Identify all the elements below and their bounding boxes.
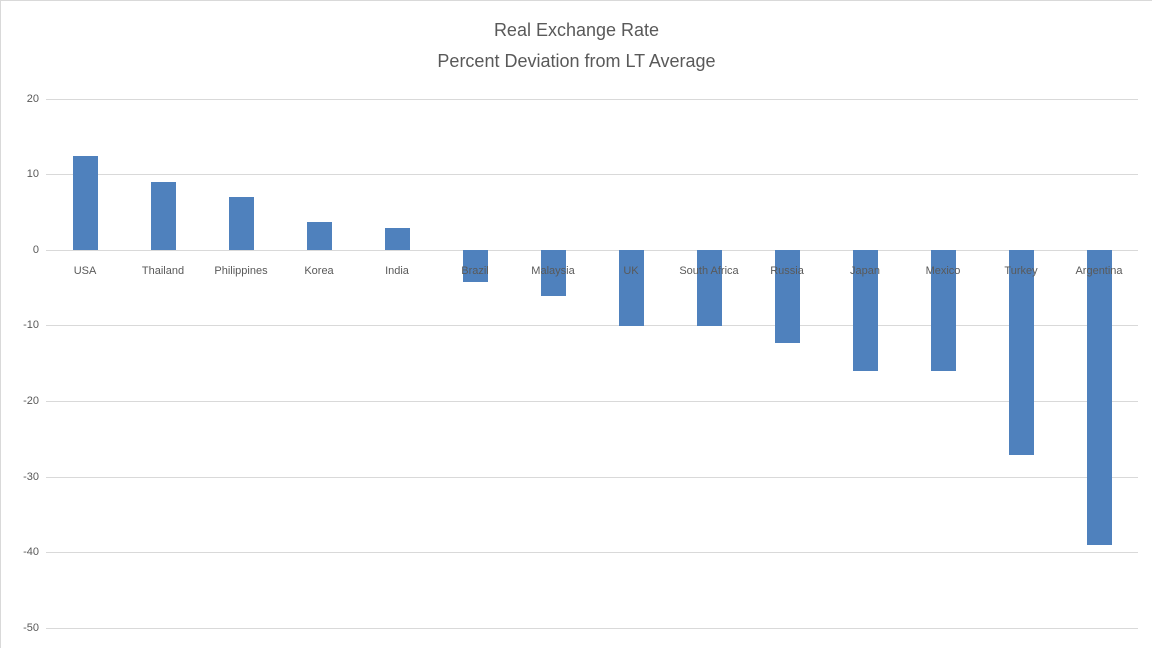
bar-thailand [150, 182, 176, 251]
x-category-label: Argentina [1075, 265, 1123, 278]
bar-south-africa [696, 250, 722, 326]
x-category-label: Thailand [141, 265, 185, 278]
x-category-label: Mexico [925, 265, 961, 278]
bar-india [384, 227, 410, 251]
gridline [46, 249, 1138, 251]
chart-title-line2: Percent Deviation from LT Average [437, 51, 716, 71]
y-tick-label: 0 [32, 243, 39, 256]
bar-argentina [1086, 250, 1112, 546]
x-category-label: Japan [850, 265, 880, 278]
bar-mexico [930, 250, 956, 372]
y-tick-label: 10 [26, 168, 39, 181]
y-tick-label: -30 [23, 470, 39, 483]
x-category-label: Philippines [214, 265, 268, 278]
x-category-label: Malaysia [531, 265, 575, 278]
x-category-label: Korea [304, 265, 334, 278]
bar-japan [852, 250, 878, 372]
x-category-label: India [385, 265, 409, 278]
x-category-label: Russia [770, 265, 804, 278]
y-tick-label: 20 [26, 92, 39, 105]
x-category-label: South Africa [679, 265, 739, 278]
chart-title: Real Exchange Rate Percent Deviation fro… [1, 15, 1152, 77]
gridline [46, 628, 1138, 629]
y-tick-label: -20 [23, 395, 39, 408]
x-category-label: Turkey [1004, 265, 1038, 278]
bar-korea [306, 221, 332, 251]
plot-area [46, 98, 1138, 629]
bar-russia [774, 250, 800, 343]
y-tick-label: -40 [23, 546, 39, 559]
gridline [46, 552, 1138, 554]
x-category-label: USA [73, 265, 97, 278]
bar-brazil [462, 250, 488, 283]
bar-philippines [228, 197, 254, 251]
x-category-label: Brazil [461, 265, 489, 278]
gridline [46, 325, 1138, 327]
gridline [46, 174, 1138, 176]
chart-title-line1: Real Exchange Rate [493, 20, 660, 40]
gridline [46, 401, 1138, 403]
y-tick-label: -50 [23, 622, 39, 634]
bar-turkey [1008, 250, 1034, 455]
bar-malaysia [540, 250, 566, 296]
gridline [46, 476, 1138, 478]
bar-usa [72, 155, 98, 251]
x-category-label: UK [623, 265, 639, 278]
y-tick-label: -10 [23, 319, 39, 332]
gridline [46, 98, 1138, 100]
bar-uk [618, 250, 644, 326]
